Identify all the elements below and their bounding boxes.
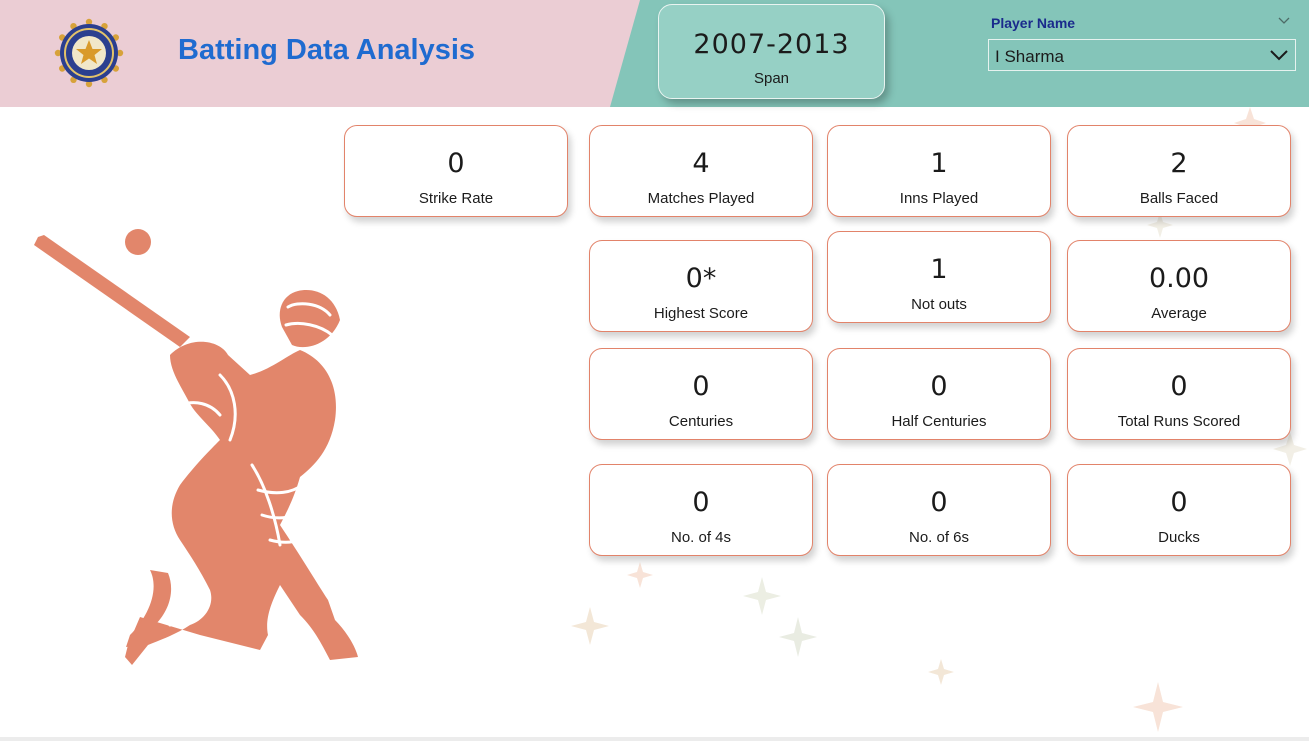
kpi-card-total-runs-scored: 0 Total Runs Scored — [1067, 348, 1291, 440]
bcci-crest-icon — [54, 18, 124, 88]
page-title: Batting Data Analysis — [178, 34, 476, 66]
kpi-label: Balls Faced — [1139, 190, 1219, 207]
kpi-label: Ducks — [1158, 529, 1200, 546]
kpi-value: 4 — [692, 148, 710, 179]
kpi-value: 0 — [1170, 371, 1188, 402]
batsman-illustration — [34, 229, 358, 665]
player-name-dropdown[interactable]: I Sharma — [988, 39, 1296, 71]
kpi-card-balls-faced: 2 Balls Faced — [1067, 125, 1291, 217]
chevron-down-icon[interactable] — [1269, 47, 1289, 63]
chevron-down-icon[interactable] — [1278, 14, 1290, 26]
kpi-label: Centuries — [668, 413, 734, 430]
kpi-card-inns-played: 1 Inns Played — [827, 125, 1051, 217]
kpi-value: 0 — [692, 487, 710, 518]
kpi-label: Total Runs Scored — [1117, 413, 1241, 430]
kpi-label: Average — [1151, 305, 1207, 322]
span-value: 2007-2013 — [693, 29, 850, 60]
kpi-card-ducks: 0 Ducks — [1067, 464, 1291, 556]
kpi-value: 0 — [930, 371, 948, 402]
kpi-card-half-centuries: 0 Half Centuries — [827, 348, 1051, 440]
kpi-label: Strike Rate — [418, 190, 494, 207]
kpi-card-matches-played: 4 Matches Played — [589, 125, 813, 217]
kpi-label: Inns Played — [899, 190, 979, 207]
kpi-label: Half Centuries — [891, 413, 987, 430]
kpi-label: Highest Score — [653, 305, 749, 322]
kpi-card-no-of-6s: 0 No. of 6s — [827, 464, 1051, 556]
kpi-value: 0 — [692, 371, 710, 402]
kpi-card-not-outs: 1 Not outs — [827, 231, 1051, 323]
kpi-label: No. of 4s — [670, 529, 732, 546]
kpi-value: 0 — [447, 148, 465, 179]
player-name-selected: I Sharma — [995, 47, 1064, 66]
kpi-value: 2 — [1170, 148, 1188, 179]
bottom-border — [0, 737, 1309, 741]
kpi-card-no-of-4s: 0 No. of 4s — [589, 464, 813, 556]
kpi-value: 0 — [930, 487, 948, 518]
kpi-label: Not outs — [911, 296, 967, 313]
kpi-value: 0.00 — [1148, 263, 1210, 294]
kpi-label: No. of 6s — [908, 529, 970, 546]
span-label: Span — [753, 70, 790, 87]
kpi-label: Matches Played — [647, 190, 755, 207]
kpi-value: 0 — [1170, 487, 1188, 518]
kpi-card-highest-score: 0* Highest Score — [589, 240, 813, 332]
kpi-value: 1 — [930, 148, 948, 179]
kpi-card-average: 0.00 Average — [1067, 240, 1291, 332]
player-name-slicer-label: Player Name — [991, 15, 1076, 31]
kpi-value: 0* — [685, 263, 717, 294]
kpi-card-centuries: 0 Centuries — [589, 348, 813, 440]
span-card: 2007-2013 Span — [658, 4, 885, 99]
kpi-card-strike-rate: 0 Strike Rate — [344, 125, 568, 217]
kpi-value: 1 — [930, 254, 948, 285]
